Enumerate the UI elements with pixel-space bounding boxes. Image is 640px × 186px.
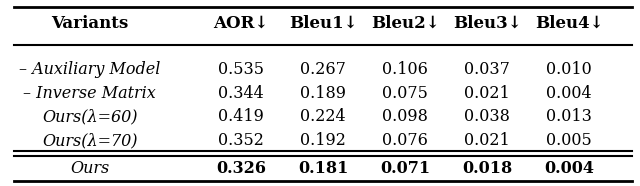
Text: 0.013: 0.013 [547, 108, 592, 125]
Text: 0.181: 0.181 [298, 160, 348, 177]
Text: 0.344: 0.344 [218, 84, 264, 102]
Text: 0.038: 0.038 [464, 108, 510, 125]
Text: 0.037: 0.037 [464, 61, 510, 78]
Text: 0.352: 0.352 [218, 132, 264, 149]
Text: 0.005: 0.005 [547, 132, 592, 149]
Text: 0.004: 0.004 [547, 84, 592, 102]
Text: 0.018: 0.018 [462, 160, 512, 177]
Text: Variants: Variants [51, 15, 128, 32]
Text: 0.021: 0.021 [464, 84, 510, 102]
Text: 0.419: 0.419 [218, 108, 264, 125]
Text: Bleu3↓: Bleu3↓ [453, 15, 522, 32]
Text: Ours(λ=70): Ours(λ=70) [42, 132, 138, 149]
Text: 0.189: 0.189 [300, 84, 346, 102]
Text: 0.076: 0.076 [382, 132, 428, 149]
Text: 0.224: 0.224 [300, 108, 346, 125]
Text: Bleu4↓: Bleu4↓ [535, 15, 604, 32]
Text: AOR↓: AOR↓ [214, 15, 269, 32]
Text: Bleu1↓: Bleu1↓ [289, 15, 357, 32]
Text: 0.326: 0.326 [216, 160, 266, 177]
Text: 0.098: 0.098 [382, 108, 428, 125]
Text: Bleu2↓: Bleu2↓ [371, 15, 440, 32]
Text: Ours(λ=60): Ours(λ=60) [42, 108, 138, 125]
Text: 0.535: 0.535 [218, 61, 264, 78]
Text: – Auxiliary Model: – Auxiliary Model [19, 61, 160, 78]
Text: 0.106: 0.106 [382, 61, 428, 78]
Text: 0.192: 0.192 [300, 132, 346, 149]
Text: 0.071: 0.071 [380, 160, 430, 177]
Text: Ours: Ours [70, 160, 109, 177]
Text: 0.075: 0.075 [382, 84, 428, 102]
Text: – Inverse Matrix: – Inverse Matrix [23, 84, 156, 102]
Text: 0.004: 0.004 [544, 160, 594, 177]
Text: 0.010: 0.010 [547, 61, 592, 78]
Text: 0.267: 0.267 [300, 61, 346, 78]
Text: 0.021: 0.021 [464, 132, 510, 149]
